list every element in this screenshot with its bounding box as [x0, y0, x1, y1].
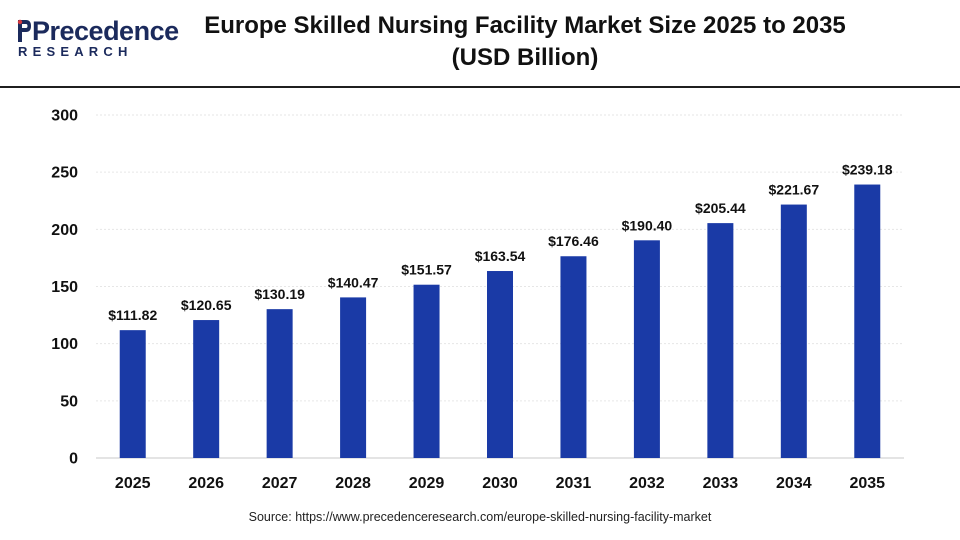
x-tick-label: 2027: [262, 475, 298, 492]
header-divider: [0, 86, 960, 88]
x-tick-label: 2030: [482, 475, 518, 492]
bar: [193, 320, 220, 458]
y-tick-label: 300: [51, 108, 78, 125]
bar: [487, 271, 513, 458]
x-tick-label: 2033: [703, 475, 739, 492]
chart-title: Europe Skilled Nursing Facility Market S…: [180, 10, 870, 74]
y-tick-label: 50: [60, 393, 78, 410]
data-label: $140.47: [328, 274, 379, 290]
x-tick-label: 2031: [556, 475, 592, 492]
bar: [266, 309, 293, 458]
data-label: $130.19: [254, 286, 305, 302]
x-tick-label: 2035: [849, 475, 885, 492]
source-note: Source: https://www.precedenceresearch.c…: [248, 510, 712, 524]
y-tick-label: 150: [51, 279, 78, 296]
x-tick-label: 2028: [335, 475, 371, 492]
bar: [413, 284, 440, 458]
data-label: $111.82: [108, 307, 157, 323]
bar: [633, 240, 660, 458]
y-tick-label: 0: [69, 451, 78, 468]
header: Precedence RESEARCH Europe Skilled Nursi…: [0, 0, 960, 86]
bar: [340, 297, 367, 458]
x-tick-label: 2032: [629, 475, 665, 492]
chart-title-line-1: Europe Skilled Nursing Facility Market S…: [204, 12, 846, 39]
x-tick-label: 2034: [776, 475, 812, 492]
x-tick-label: 2029: [409, 475, 445, 492]
bar: [119, 330, 146, 458]
x-tick-label: 2026: [188, 475, 224, 492]
data-label: $221.67: [769, 182, 820, 198]
y-tick-label: 250: [51, 165, 78, 182]
data-label: $176.46: [548, 233, 599, 249]
bar: [854, 184, 881, 458]
brand-subtitle: RESEARCH: [18, 44, 133, 59]
bar: [780, 204, 807, 458]
chart-title-line-2: (USD Billion): [451, 44, 599, 71]
bar-chart: 0 50 100 150 200 250 300 $111.82 2025 $120.65 2026…: [51, 108, 904, 492]
bar: [707, 223, 734, 458]
data-label: $120.65: [181, 297, 232, 313]
data-label: $190.40: [622, 217, 673, 233]
data-label: $239.18: [842, 162, 893, 178]
precedence-logo-mark-icon: [17, 19, 31, 42]
data-label: $151.57: [401, 262, 452, 278]
brand-name: Precedence: [32, 16, 179, 46]
bar: [560, 256, 587, 458]
data-label: $205.44: [695, 200, 746, 216]
y-tick-label: 100: [51, 336, 78, 353]
y-tick-label: 200: [51, 222, 78, 239]
x-tick-label: 2025: [115, 475, 151, 492]
data-label: $163.54: [475, 248, 526, 264]
brand-logo: Precedence RESEARCH: [16, 14, 179, 64]
